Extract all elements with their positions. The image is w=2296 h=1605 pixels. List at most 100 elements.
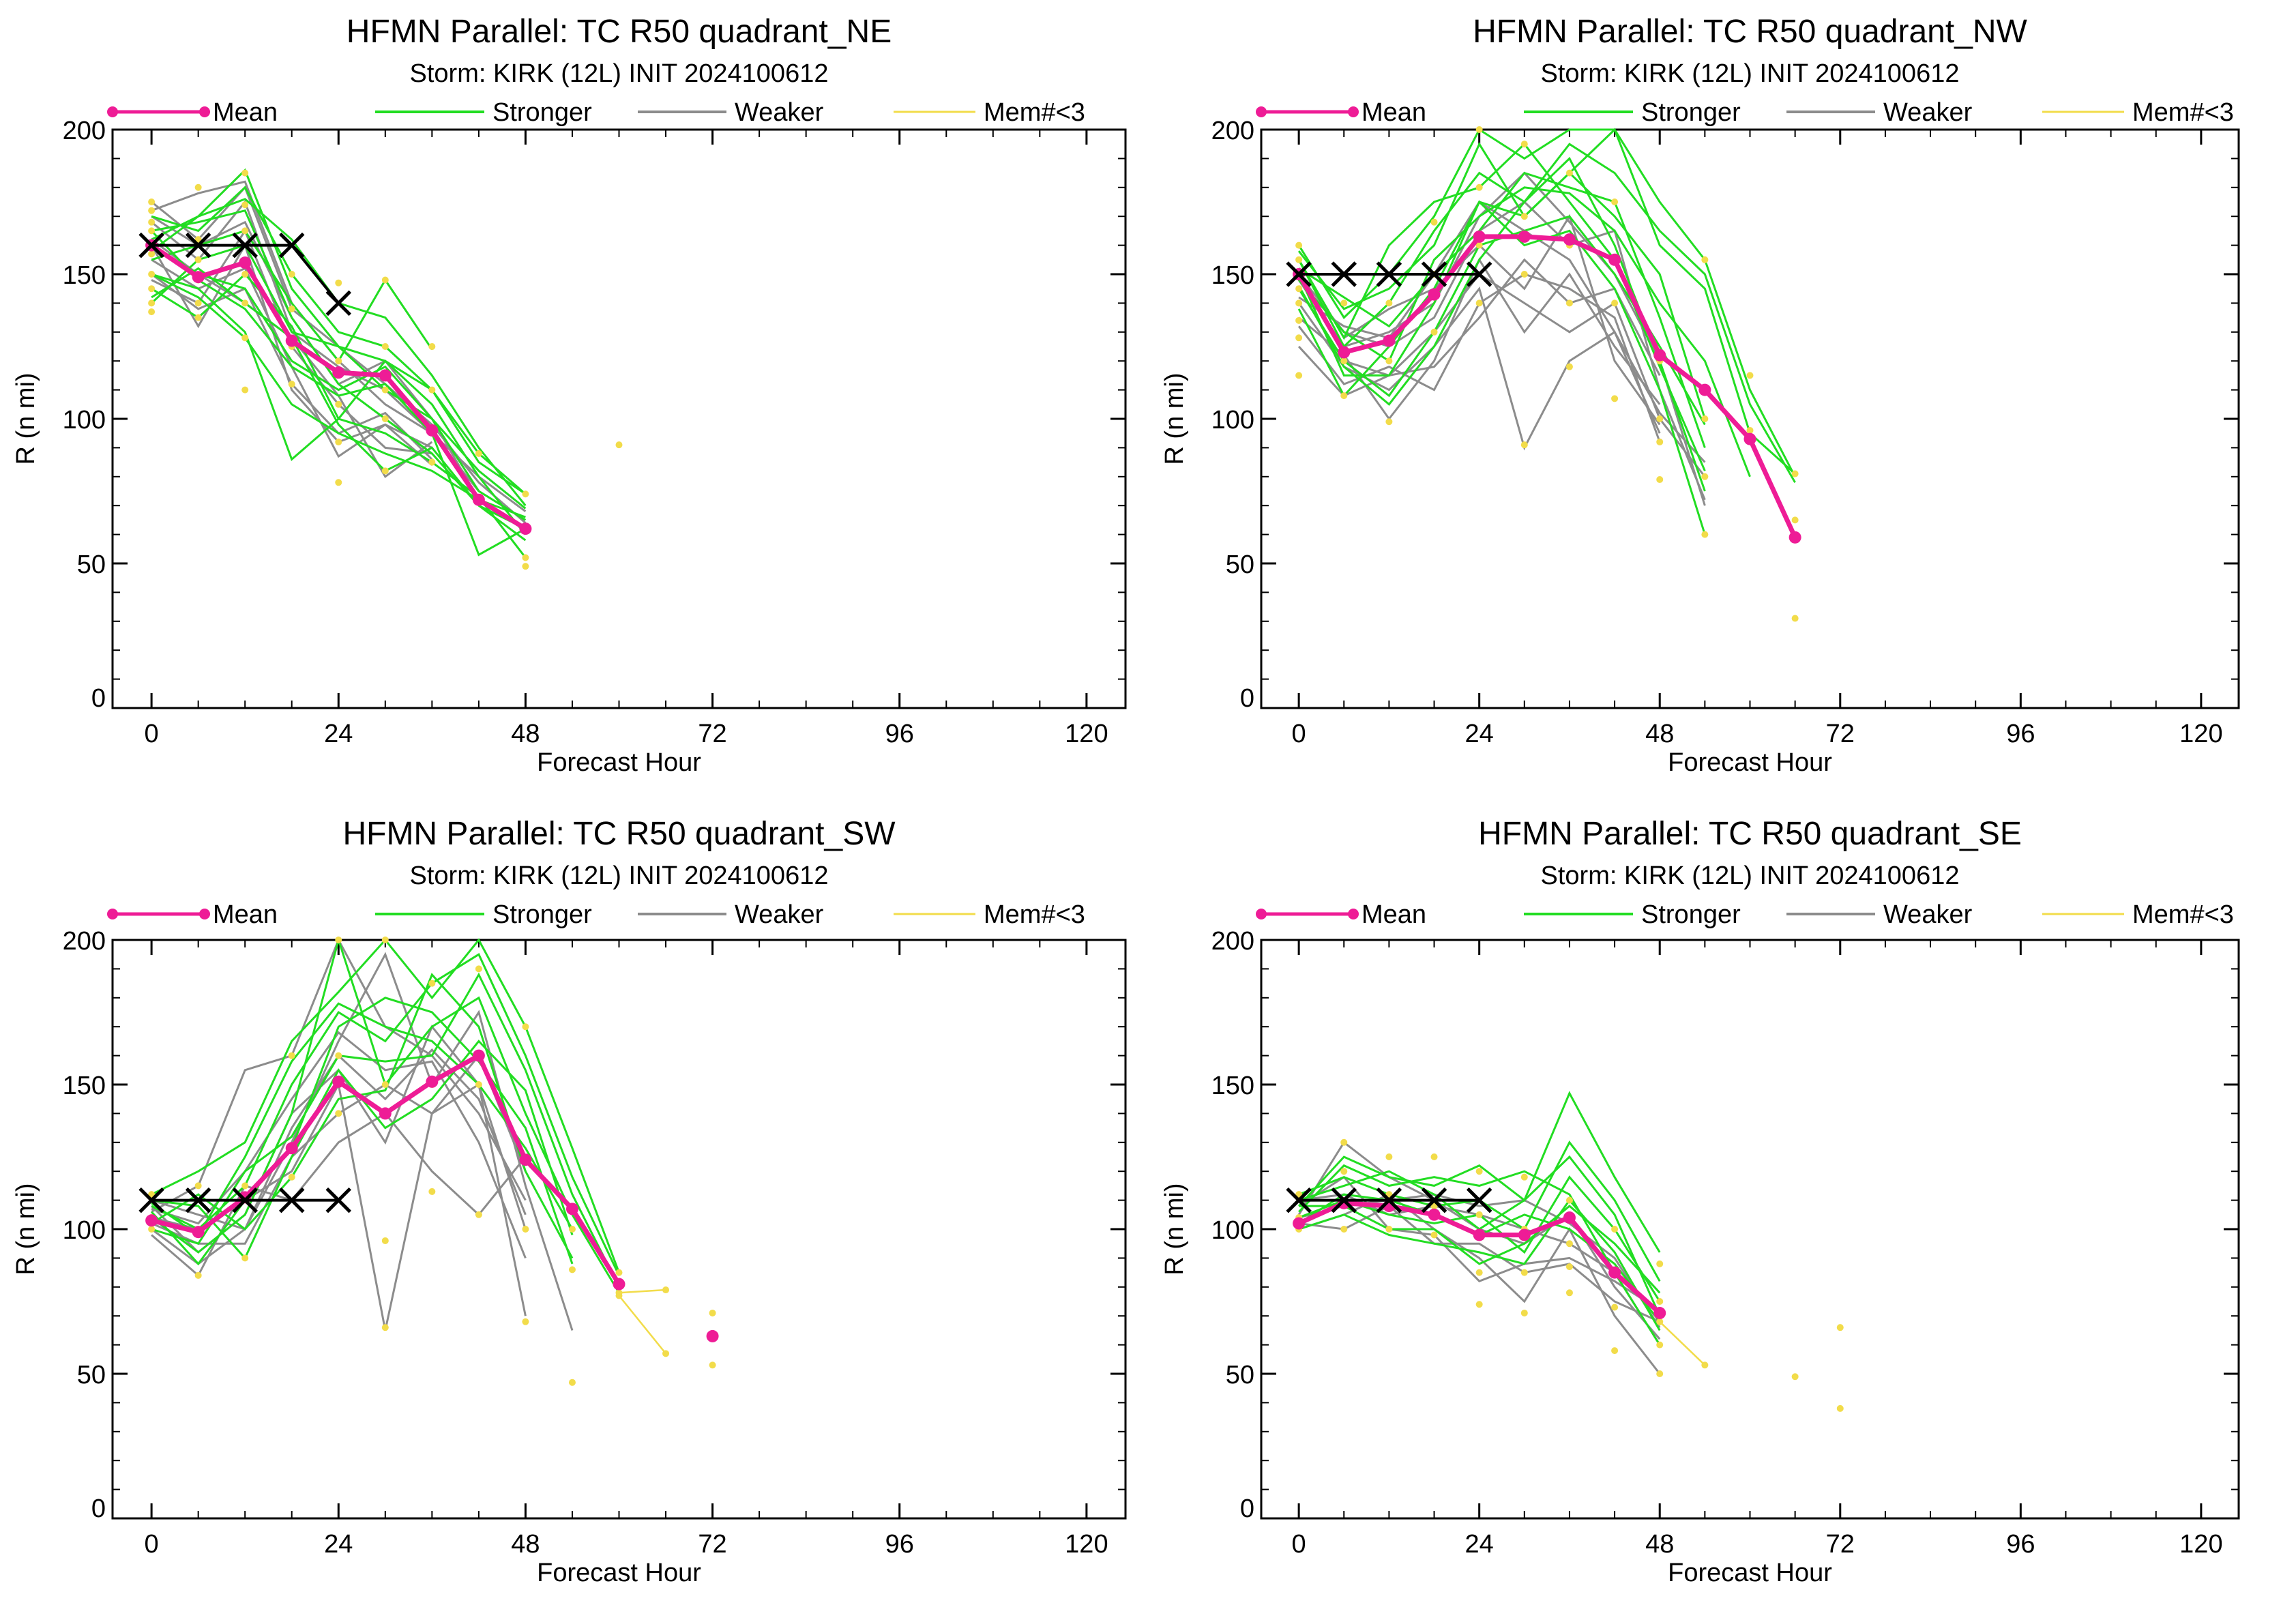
mean-point: [1698, 383, 1711, 396]
mem-lt3-point: [475, 965, 482, 973]
mem-lt3-point: [241, 1254, 249, 1262]
best-track-marker: [1421, 261, 1447, 287]
mean-point: [1653, 349, 1666, 362]
y-tick-label: 100: [1211, 406, 1254, 435]
mem-lt3-point: [1611, 395, 1619, 402]
mem-lt3-point: [335, 1052, 342, 1059]
mem-lt3-point: [568, 1226, 576, 1233]
mean-point: [1293, 1217, 1306, 1230]
legend-mean-label: Mean: [213, 900, 278, 929]
mem-lt3-point: [1701, 1361, 1709, 1369]
mem-lt3-point: [1836, 1404, 1844, 1412]
chart-title: HFMN Parallel: TC R50 quadrant_SE: [1478, 816, 2022, 852]
mem-lt3-point: [1656, 1260, 1664, 1267]
mem-lt3-point: [568, 1379, 576, 1386]
mem-lt3-point: [1385, 357, 1393, 365]
mean-point: [1473, 230, 1486, 243]
mem-lt3-point: [475, 450, 482, 457]
x-tick-label: 48: [511, 720, 540, 748]
mem-lt3-point: [241, 201, 249, 209]
mem-lt3-point: [428, 343, 436, 350]
mem-lt3-point: [1340, 357, 1348, 365]
mean-point: [145, 1214, 158, 1227]
y-tick-label: 150: [63, 261, 106, 290]
mem-lt3-point: [148, 250, 156, 258]
weaker-member-line: [1297, 258, 1661, 397]
x-tick-label: 72: [1826, 720, 1855, 748]
best-track-marker: [325, 1187, 352, 1213]
x-tick-label: 96: [2006, 720, 2035, 748]
stronger-member-line: [151, 186, 527, 495]
stronger-member-line: [151, 230, 527, 557]
x-tick-label: 0: [1292, 1530, 1306, 1559]
mem-lt3-point: [615, 441, 623, 449]
mem-lt3-point: [194, 256, 202, 263]
mem-lt3-point: [381, 467, 389, 475]
mem-lt3-point: [1385, 1226, 1393, 1233]
mem-lt3-point: [428, 458, 436, 466]
mem-lt3-point: [1295, 372, 1303, 379]
mem-lt3-point: [1565, 1196, 1573, 1204]
mem-lt3-point: [1520, 1309, 1528, 1316]
legend: Mean Stronger Weaker Mem#<3: [1256, 900, 2234, 929]
mem-lt3-point: [1475, 126, 1483, 133]
mem-lt3-point: [522, 563, 529, 570]
mem-lt3-point: [194, 1271, 202, 1279]
mem-lt3-point: [1430, 218, 1438, 226]
x-tick-label: 72: [1826, 1530, 1855, 1559]
stronger-member-line: [1297, 142, 1706, 471]
legend-weaker-label: Weaker: [1883, 900, 1973, 929]
chart-title: HFMN Parallel: TC R50 quadrant_NW: [1473, 14, 2027, 50]
mem-lt3-line: [618, 1295, 666, 1355]
mem-lt3-point: [288, 1173, 295, 1181]
stronger-member-line: [151, 168, 527, 510]
mean-point: [192, 1226, 205, 1239]
x-tick-label: 48: [511, 1530, 540, 1559]
mean-point: [1518, 1228, 1531, 1241]
y-tick-label: 100: [63, 1216, 106, 1245]
mem-lt3-point: [241, 169, 249, 177]
stronger-member-line: [151, 209, 527, 530]
best-track-marker: [1331, 261, 1357, 287]
mean-point: [1743, 432, 1756, 445]
plot-area: [1286, 126, 1801, 622]
mean-point: [1338, 346, 1351, 359]
stronger-member-line: [151, 1040, 574, 1261]
plot-frame: [111, 939, 1127, 1520]
stronger-member-line: [151, 267, 527, 542]
legend-mean-marker: [199, 909, 210, 919]
best-track-marker: [1376, 261, 1402, 287]
legend-mean-marker: [1348, 106, 1359, 117]
legend-mean-marker: [1348, 909, 1359, 919]
mem-lt3-point: [1565, 169, 1573, 177]
mem-lt3-point: [381, 1081, 389, 1088]
x-axis-label: Forecast Hour: [537, 748, 701, 777]
mem-lt3-point: [709, 1361, 716, 1369]
legend-mean-label: Mean: [213, 98, 278, 127]
mem-lt3-point: [1520, 1269, 1528, 1276]
stronger-member-line: [1297, 142, 1706, 419]
legend-mem-label: Mem#<3: [2132, 900, 2234, 929]
legend-stronger-label: Stronger: [1641, 900, 1741, 929]
mem-lt3-point: [1701, 415, 1709, 422]
x-tick-label: 96: [885, 720, 914, 748]
mem-lt3-point: [1385, 418, 1393, 426]
mean-point: [1608, 253, 1621, 266]
mem-lt3-point: [1791, 615, 1799, 622]
mem-lt3-point: [1295, 299, 1303, 307]
y-tick-label: 150: [63, 1072, 106, 1100]
mem-lt3-point: [1295, 241, 1303, 249]
mean-point: [426, 1075, 439, 1088]
y-tick-label: 150: [1211, 261, 1254, 290]
x-tick-label: 24: [1465, 720, 1494, 748]
legend-mem-label: Mem#<3: [2132, 98, 2234, 127]
mem-lt3-point: [522, 490, 529, 498]
mem-lt3-point: [1701, 531, 1709, 538]
mem-lt3-point: [1746, 372, 1754, 379]
mem-lt3-point: [1340, 299, 1348, 307]
legend-stronger-label: Stronger: [492, 98, 592, 127]
x-tick-label: 96: [885, 1530, 914, 1559]
mem-lt3-point: [1520, 213, 1528, 220]
mem-lt3-point: [1656, 438, 1664, 445]
